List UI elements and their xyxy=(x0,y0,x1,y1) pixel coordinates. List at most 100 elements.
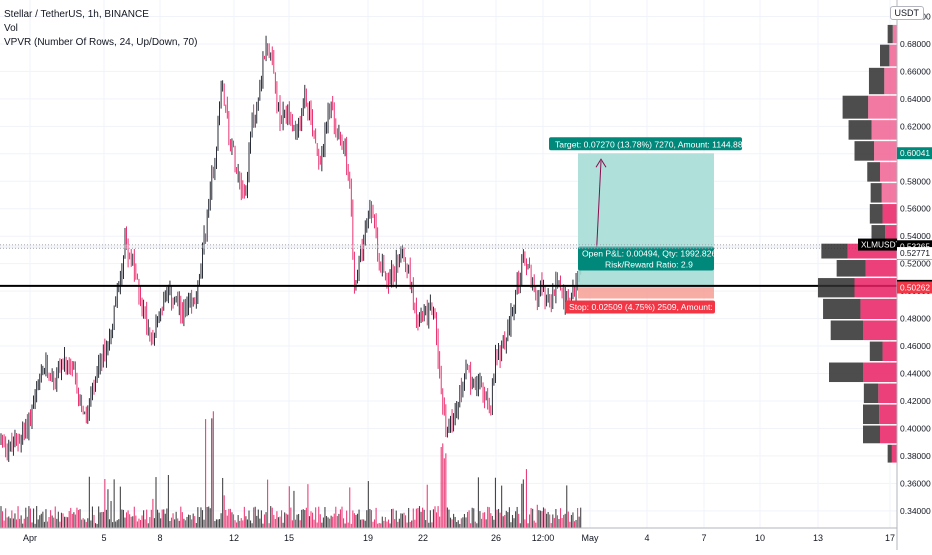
time-tick: 12 xyxy=(229,533,239,543)
time-axis[interactable]: Apr 5 8 12 15 19 22 26 12:00 May 4 7 10 13 17 xyxy=(0,527,897,543)
grid xyxy=(0,0,897,528)
time-tick: 26 xyxy=(491,533,501,543)
vp-row-up xyxy=(854,141,875,161)
time-tick: May xyxy=(581,533,599,543)
price-tick: 0.38000 xyxy=(900,451,931,461)
vol-legend[interactable]: Vol xyxy=(4,23,18,34)
vp-row-up xyxy=(867,162,880,182)
vp-row-up xyxy=(871,225,886,243)
price-label-box xyxy=(897,147,932,160)
time-tick: 12:00 xyxy=(532,533,555,543)
vp-row-up xyxy=(863,425,880,444)
vp-row-up xyxy=(887,24,893,44)
price-tick: 0.36000 xyxy=(900,478,931,488)
vp-row-down xyxy=(863,320,897,341)
stop-label-box[interactable] xyxy=(565,300,715,314)
vp-row-down xyxy=(882,204,897,224)
price-tick: 0.48000 xyxy=(900,314,931,324)
trade-arrow-head xyxy=(595,158,607,168)
vp-row-down xyxy=(882,341,897,362)
vp-row-up xyxy=(830,320,863,341)
volume-profile xyxy=(817,24,897,463)
price-tick: 0.46000 xyxy=(900,341,931,351)
vp-row-down xyxy=(884,67,897,95)
risk-reward-label: Risk/Reward Ratio: 2.9 xyxy=(605,260,693,270)
vp-row-up xyxy=(887,444,892,463)
vp-row-down xyxy=(879,404,897,425)
vp-row-up xyxy=(869,341,883,362)
price-tick: 0.62000 xyxy=(900,121,931,131)
vp-row-down xyxy=(885,225,897,243)
vp-row-up xyxy=(821,243,848,259)
price-tick: 0.40000 xyxy=(900,423,931,433)
price-axis-bg xyxy=(897,0,932,550)
price-tick: 0.34000 xyxy=(900,506,931,516)
target-label: Target: 0.07270 (13.78%) 7270, Amount: 1… xyxy=(555,139,743,149)
price-tick: 0.66000 xyxy=(900,66,931,76)
vp-row-down xyxy=(865,260,897,277)
price-axis[interactable]: 0.700000.680000.660000.640000.620000.600… xyxy=(858,0,932,550)
symbol-legend[interactable]: Stellar / TetherUS, 1h, BINANCE xyxy=(4,9,149,20)
vp-row-up xyxy=(863,383,879,404)
vp-row-up xyxy=(829,362,863,383)
price-label: 0.60041 xyxy=(900,148,930,158)
price-label: XLMUSDT xyxy=(861,240,901,250)
vp-row-down xyxy=(891,444,897,463)
vp-row-down xyxy=(878,383,897,404)
vp-row-up xyxy=(848,120,872,140)
price-label-box xyxy=(897,281,932,294)
vp-row-up xyxy=(863,404,880,425)
vp-row-down xyxy=(863,362,897,383)
pnl-label-box[interactable] xyxy=(578,246,714,271)
vp-row-down xyxy=(880,162,897,182)
price-label-box xyxy=(897,247,932,260)
price-label: 0.53265 xyxy=(900,241,930,251)
price-tick: 0.58000 xyxy=(900,176,931,186)
price-label: 0.52771 xyxy=(900,248,930,258)
stop-zone[interactable] xyxy=(578,287,714,299)
price-tick: 0.44000 xyxy=(900,369,931,379)
price-label: 0.50262 xyxy=(900,283,930,293)
price-tick: 0.42000 xyxy=(900,396,931,406)
price-tick: 0.68000 xyxy=(900,39,931,49)
candles xyxy=(0,35,582,462)
chart-legend: Stellar / TetherUS, 1h, BINANCE Vol VPVR… xyxy=(4,8,197,50)
vp-row-up xyxy=(842,95,869,119)
price-lines xyxy=(0,244,897,287)
time-tick: 8 xyxy=(157,533,162,543)
currency-button[interactable]: USDT xyxy=(889,6,924,20)
vp-row-up xyxy=(817,278,855,298)
vp-row-up xyxy=(869,204,883,224)
price-label-box xyxy=(858,238,897,251)
long-position-tool[interactable]: Target: 0.07270 (13.78%) 7270, Amount: 1… xyxy=(549,137,743,314)
target-label-box[interactable] xyxy=(549,137,742,151)
stop-label: Stop: 0.02509 (4.75%) 2509, Amount: 55 xyxy=(569,302,725,312)
time-tick: 13 xyxy=(813,533,823,543)
vp-row-down xyxy=(860,298,897,320)
price-tick: 0.52000 xyxy=(900,259,931,269)
price-band xyxy=(0,244,897,249)
vp-row-down xyxy=(880,425,897,444)
vp-row-down xyxy=(868,95,897,119)
vp-row-up xyxy=(870,183,882,203)
time-tick: 17 xyxy=(885,533,895,543)
open-pnl-label: Open P&L: 0.00494, Qty: 1992.826 xyxy=(582,249,716,259)
vp-row-down xyxy=(874,141,897,161)
price-tick: 0.54000 xyxy=(900,231,931,241)
time-tick: 15 xyxy=(284,533,294,543)
time-tick: 4 xyxy=(644,533,649,543)
time-tick: 7 xyxy=(701,533,706,543)
time-tick: 19 xyxy=(363,533,373,543)
time-tick: 22 xyxy=(418,533,428,543)
vp-row-up xyxy=(880,44,890,67)
trade-arrow xyxy=(595,161,602,262)
volume-bars xyxy=(0,411,582,528)
vp-row-down xyxy=(854,278,897,298)
time-tick: 5 xyxy=(101,533,106,543)
vpvr-legend[interactable]: VPVR (Number Of Rows, 24, Up/Down, 70) xyxy=(4,37,198,48)
vp-row-down xyxy=(892,24,897,44)
vp-row-up xyxy=(868,67,885,95)
time-tick: Apr xyxy=(23,533,37,543)
